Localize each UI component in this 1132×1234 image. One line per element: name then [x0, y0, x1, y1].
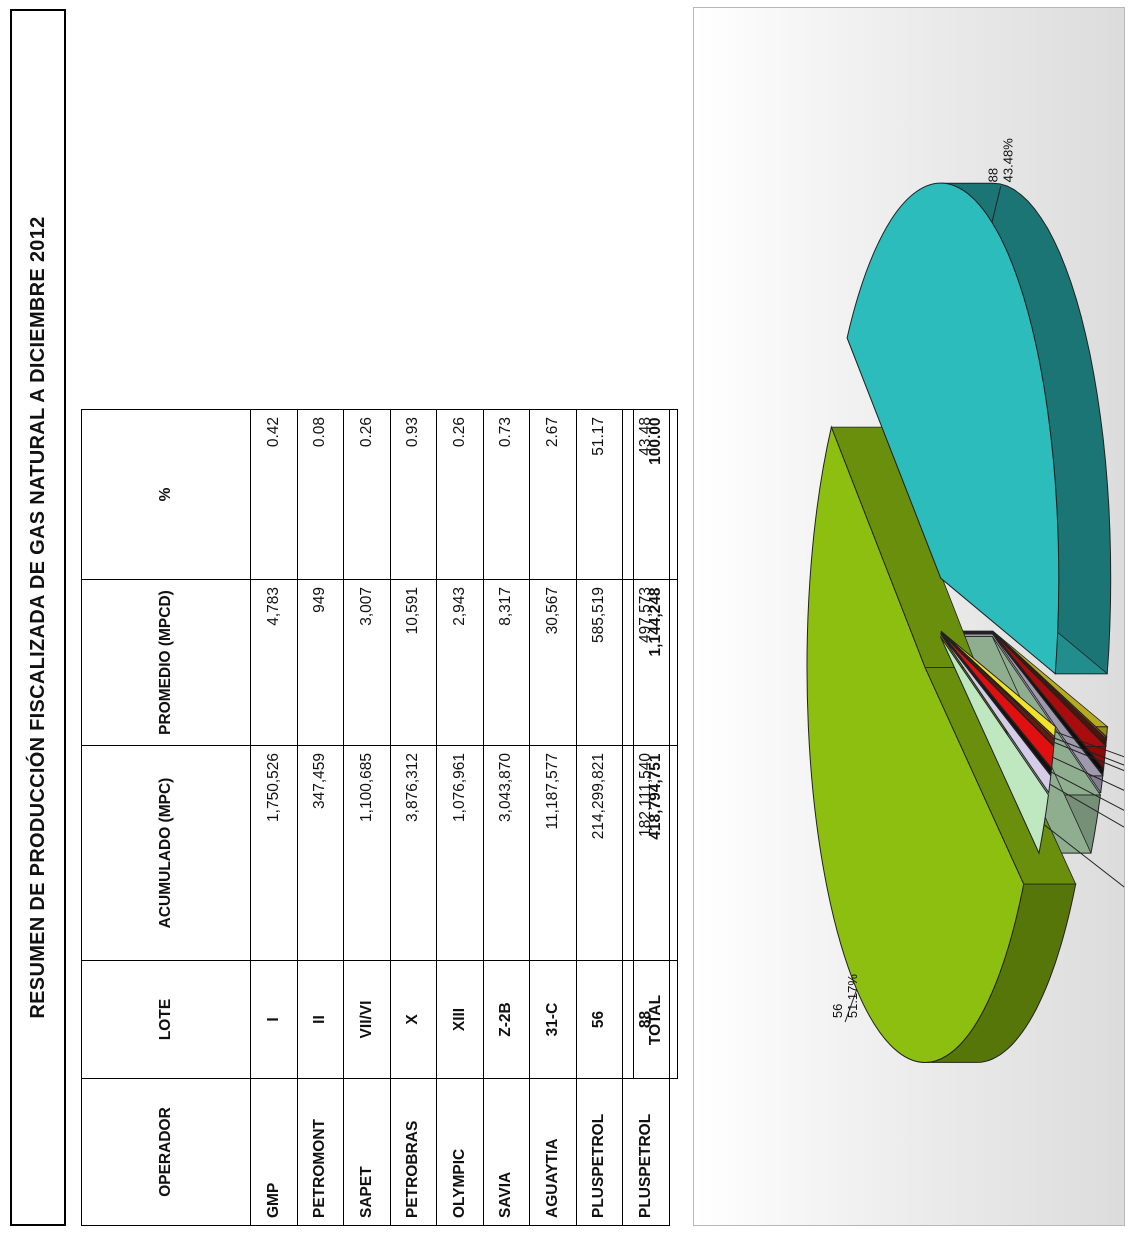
cell-promedio: 949 — [297, 579, 344, 746]
header-operador: OPERADOR — [81, 1078, 251, 1226]
pie-slice-88 — [846, 182, 1060, 675]
table-row: PLUSPETROL 56 214,299,821 585,519 51.17 — [576, 409, 623, 1226]
cell-lote: 31-C — [529, 960, 576, 1079]
cell-operador: PETROMONT — [297, 1078, 344, 1226]
cell-promedio: 10,591 — [390, 579, 437, 746]
cell-percent: 0.42 — [250, 409, 297, 580]
table-row: OLYMPIC XIII 1,076,961 2,943 0.26 — [436, 409, 483, 1226]
cell-lote: I — [250, 960, 297, 1079]
cell-operador: PETROBRAS — [390, 1078, 437, 1226]
cell-acumulado: 1,100,685 — [343, 745, 390, 961]
cell-operador: SAPET — [343, 1078, 390, 1226]
cell-acumulado: 3,876,312 — [390, 745, 437, 961]
pie-label: 31-C — [1121, 864, 1124, 892]
report-title: RESUMEN DE PRODUCCIÓN FISCALIZADA DE GAS… — [26, 216, 49, 1019]
cell-acumulado: 214,299,821 — [576, 745, 623, 961]
cell-operador: GMP — [250, 1078, 297, 1226]
header-promedio: PROMEDIO (MPCD) — [81, 579, 251, 746]
cell-lote: X — [390, 960, 437, 1079]
header-lote: LOTE — [81, 960, 251, 1079]
cell-promedio: 4,783 — [250, 579, 297, 746]
cell-percent: 2.67 — [529, 409, 576, 580]
cell-operador: AGUAYTIA — [529, 1078, 576, 1226]
total-percent: 100.00 — [633, 410, 678, 580]
table-row: SAPET VII/VI 1,100,685 3,007 0.26 — [343, 409, 390, 1226]
cell-lote: II — [297, 960, 344, 1079]
cell-percent: 0.93 — [390, 409, 437, 580]
cell-acumulado: 1,076,961 — [436, 745, 483, 961]
production-table: OPERADOR LOTE ACUMULADO (MPC) PROMEDIO (… — [81, 409, 670, 1226]
pie-chart-panel: I0.42%II0.08%VII/VI0.26%X0.93%XIII0.26%Z… — [693, 7, 1125, 1226]
cell-lote: 56 — [576, 960, 623, 1079]
pie-chart: I0.42%II0.08%VII/VI0.26%X0.93%XIII0.26%Z… — [806, 138, 1124, 1063]
cell-acumulado: 347,459 — [297, 745, 344, 961]
cell-percent: 0.08 — [297, 409, 344, 580]
total-table: TOTAL 418,794,751 1,144,248 100.00 — [633, 410, 678, 1227]
cell-acumulado: 1,750,526 — [250, 745, 297, 961]
cell-percent: 51.17 — [576, 409, 623, 580]
table-row: GMP I 1,750,526 4,783 0.42 — [250, 409, 297, 1226]
pie-leader-line — [1049, 783, 1124, 842]
total-acumulado: 418,794,751 — [633, 746, 678, 961]
cell-acumulado: 11,187,577 — [529, 745, 576, 961]
total-label: TOTAL — [633, 961, 678, 1079]
pie-label: 88 — [986, 168, 1001, 182]
cell-promedio: 585,519 — [576, 579, 623, 746]
pie-slice-56 — [806, 425, 1025, 1063]
pie-slice-z-2b — [940, 633, 1052, 794]
table-row: AGUAYTIA 31-C 11,187,577 30,567 2.67 — [529, 409, 576, 1226]
cell-acumulado: 3,043,870 — [483, 745, 530, 961]
total-row: TOTAL 418,794,751 1,144,248 100.00 — [633, 410, 678, 1226]
pie-leader-line — [844, 989, 858, 1023]
pie-leader-line — [1054, 731, 1124, 771]
header-percent: % — [81, 409, 251, 580]
table-row: PETROBRAS X 3,876,312 10,591 0.93 — [390, 409, 437, 1226]
table-row: PETROMONT II 347,459 949 0.08 — [297, 409, 344, 1226]
pie-leader-line — [991, 186, 1002, 223]
cell-operador: PLUSPETROL — [576, 1078, 623, 1226]
cell-promedio: 8,317 — [483, 579, 530, 746]
cell-lote: XIII — [436, 960, 483, 1079]
report-title-box: RESUMEN DE PRODUCCIÓN FISCALIZADA DE GAS… — [10, 9, 66, 1226]
pie-slice-vii-vi — [940, 631, 1055, 747]
cell-lote: Z-2B — [483, 960, 530, 1079]
table-row: SAVIA Z-2B 3,043,870 8,317 0.73 — [483, 409, 530, 1226]
pie-leader-line — [1052, 756, 1124, 806]
cell-percent: 0.26 — [436, 409, 483, 580]
table-header-row: OPERADOR LOTE ACUMULADO (MPC) PROMEDIO (… — [81, 409, 251, 1226]
cell-percent: 0.26 — [343, 409, 390, 580]
cell-promedio: 2,943 — [436, 579, 483, 746]
cell-promedio: 30,567 — [529, 579, 576, 746]
pie-label: 56 — [830, 1004, 845, 1018]
cell-percent: 0.73 — [483, 409, 530, 580]
header-acumulado: ACUMULADO (MPC) — [81, 745, 251, 961]
pie-leader-line — [1050, 771, 1124, 826]
cell-operador: SAVIA — [483, 1078, 530, 1226]
pie-percent-label: 43.48% — [1001, 138, 1016, 183]
cell-lote: VII/VI — [343, 960, 390, 1079]
cell-promedio: 3,007 — [343, 579, 390, 746]
pie-leader-line — [1043, 824, 1124, 897]
cell-operador: OLYMPIC — [436, 1078, 483, 1226]
total-blank-cell — [634, 1079, 678, 1226]
pie-leader-line — [1054, 741, 1124, 785]
total-promedio: 1,144,248 — [633, 580, 678, 746]
pie-slice-x — [940, 632, 1055, 770]
pie-percent-label: 51.17% — [845, 974, 860, 1019]
pie-leader-line — [1054, 737, 1124, 780]
